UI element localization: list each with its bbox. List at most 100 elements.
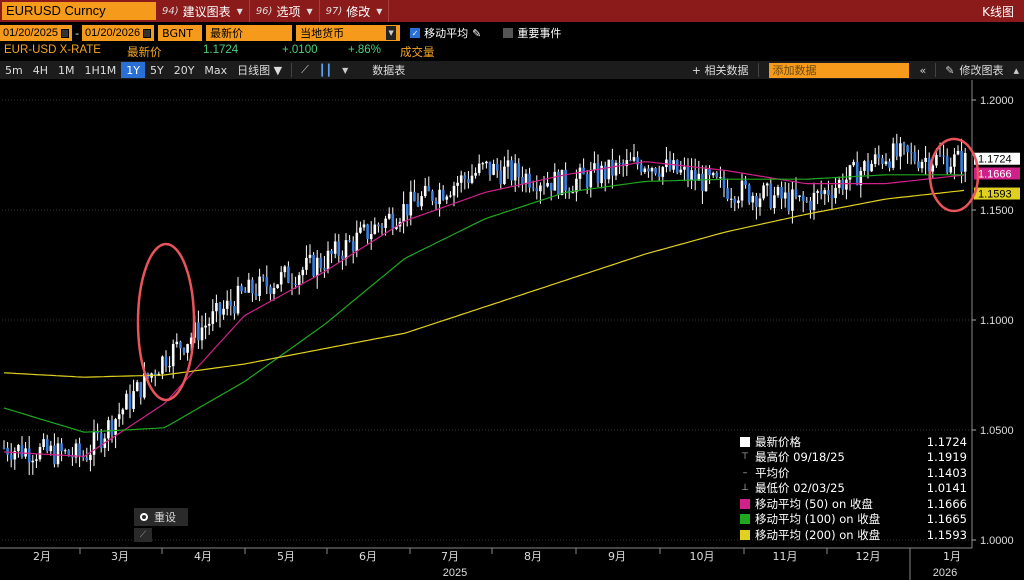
price-tag-label: 1.1724	[978, 154, 1012, 166]
legend-row-ma200[interactable]: 移动平均 (200) on 收盘 1.1593	[740, 527, 972, 543]
scroll-up-icon[interactable]: ▴	[1013, 63, 1019, 77]
candle-body	[924, 157, 927, 162]
candle-body	[629, 160, 632, 162]
candle-body	[445, 196, 449, 200]
period-1y[interactable]: 1Y	[121, 62, 145, 78]
candle-body	[744, 180, 747, 185]
candle-body	[557, 171, 560, 196]
candle-body	[229, 300, 233, 306]
legend-row-low[interactable]: ⊥ 最低价 02/03/25 1.0141	[740, 481, 972, 497]
chevron-down-icon[interactable]: ▼	[386, 26, 397, 40]
candle-body	[891, 143, 895, 168]
candle-body	[114, 419, 117, 436]
options-label: 选项	[276, 4, 301, 19]
candle-body	[132, 391, 135, 409]
edit-chart-button[interactable]: 修改图表	[959, 64, 1004, 77]
x-tick-label: 4月	[194, 550, 212, 563]
calendar-icon[interactable]	[143, 28, 152, 38]
moving-average-checkbox[interactable]: ✓	[410, 28, 421, 38]
options-button[interactable]: 96) 选项 ▼	[250, 0, 320, 22]
candle-body	[582, 167, 585, 175]
period-1h1m[interactable]: 1H1M	[84, 63, 117, 77]
mini-chart-icon[interactable]: ⟋	[134, 528, 152, 542]
candle-body	[546, 182, 549, 187]
chart-type-select[interactable]: 日线图 ▼	[237, 64, 283, 77]
source-field[interactable]: BGNT	[158, 25, 203, 41]
price-field-select[interactable]: 最新价	[206, 25, 293, 41]
candle-body	[873, 154, 877, 164]
candle-body	[647, 168, 650, 172]
related-data-button[interactable]: + 相关数据	[691, 64, 749, 77]
suggested-charts-label: 建议图表	[182, 4, 231, 19]
candle-body	[243, 291, 247, 293]
year-label: 2026	[933, 567, 957, 579]
candle-body	[845, 179, 848, 190]
period-max[interactable]: Max	[204, 63, 228, 77]
collapse-left-icon[interactable]: «	[919, 63, 927, 77]
legend-row-ma100[interactable]: 移动平均 (100) on 收盘 1.1665	[740, 512, 972, 528]
ticker-input[interactable]: EURUSD Curncy	[2, 2, 156, 20]
candle-body	[726, 188, 729, 200]
add-data-input[interactable]: 添加数据	[768, 62, 909, 78]
x-tick-label: 8月	[524, 550, 542, 563]
x-axis: 2月 3月 4月 5月 6月 7月 8月 9月 10月 11月 12月 1月 2025 2026	[0, 547, 972, 580]
y-tick-label: 1.0500	[980, 425, 1014, 437]
edit-button[interactable]: 97) 修改 ▼	[320, 0, 390, 22]
candle-body	[909, 152, 913, 154]
candle-body	[603, 165, 607, 180]
x-tick-label: 5月	[277, 550, 295, 563]
candlestick-icon[interactable]: ┃┃	[318, 63, 333, 77]
chevron-down-icon[interactable]: ▼	[342, 65, 349, 75]
candle-body	[542, 185, 546, 187]
average-marker-icon: –	[742, 467, 748, 478]
period-1m[interactable]: 1M	[58, 63, 75, 77]
legend-row-average[interactable]: – 平均价 1.1403	[740, 465, 972, 481]
key-events-checkbox[interactable]	[503, 28, 514, 38]
candle-body	[517, 163, 521, 177]
pencil-icon[interactable]: ✎	[945, 63, 955, 77]
candle-body	[643, 168, 647, 173]
legend-value: 1.1593	[926, 527, 967, 542]
chart-type-title: K线图	[982, 5, 1014, 19]
candle-body	[85, 457, 89, 461]
candle-body	[182, 348, 186, 353]
candle-body	[153, 373, 157, 376]
candle-body	[776, 186, 780, 196]
candle-body	[373, 224, 377, 234]
legend-value: 1.1919	[926, 450, 967, 465]
period-20y[interactable]: 20Y	[173, 63, 195, 77]
candle-body	[78, 443, 81, 457]
calendar-icon[interactable]	[61, 28, 70, 38]
menu-number: 97)	[325, 5, 343, 17]
pencil-icon[interactable]: ✎	[472, 26, 482, 40]
period-4h[interactable]: 4H	[32, 63, 48, 77]
candle-body	[128, 393, 132, 409]
data-table-button[interactable]: 数据表	[372, 64, 406, 77]
volume-label: 成交量	[400, 47, 435, 59]
candle-body	[351, 241, 355, 252]
currency-select[interactable]: 当地货币 ▼	[296, 25, 401, 41]
candle-body	[2, 447, 6, 449]
legend-row-high[interactable]: ⊤ 最高价 09/18/25 1.1919	[740, 450, 972, 466]
period-5m[interactable]: 5m	[5, 63, 23, 77]
candle-body	[6, 447, 9, 455]
candle-body	[783, 192, 787, 199]
price-tag-label: 1.1666	[978, 168, 1012, 180]
candle-body	[729, 198, 733, 200]
candle-body	[650, 168, 654, 172]
start-date-field[interactable]: 01/20/2025	[0, 25, 73, 41]
legend-row-last[interactable]: 最新价格 1.1724	[740, 434, 972, 450]
reset-button[interactable]: 重设	[134, 508, 188, 526]
price-chart[interactable]: 1.2000 1.1500 1.1000 1.0500 1.0000 2月 3月 4月 5月 6…	[0, 80, 1024, 580]
legend-row-ma50[interactable]: 移动平均 (50) on 收盘 1.1666	[740, 496, 972, 512]
candle-body	[675, 160, 679, 173]
x-tick-label: 2月	[33, 550, 51, 563]
change-percent: +.86%	[348, 44, 381, 56]
suggested-charts-button[interactable]: 94) 建议图表 ▼	[156, 0, 250, 22]
line-chart-icon[interactable]: ⟋	[301, 63, 309, 76]
candle-body	[67, 450, 71, 457]
period-5y[interactable]: 5Y	[149, 63, 164, 77]
candle-body	[431, 191, 434, 201]
end-date-field[interactable]: 01/20/2026	[82, 25, 155, 41]
candle-body	[794, 189, 798, 197]
